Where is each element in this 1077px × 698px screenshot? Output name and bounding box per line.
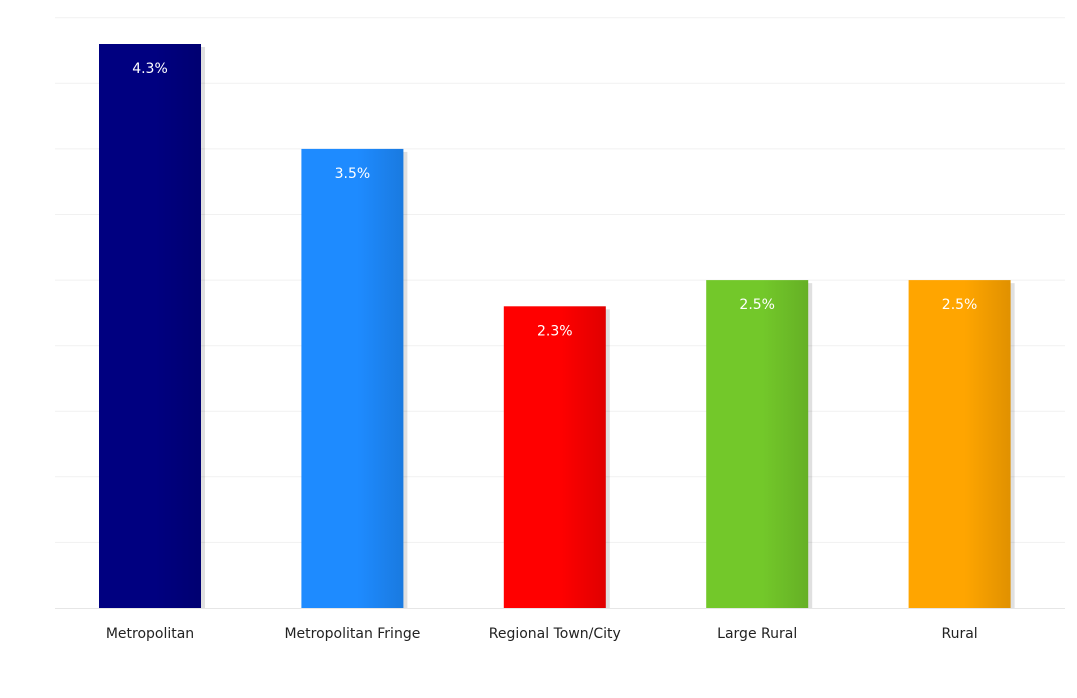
bar-metropolitan-fringe bbox=[301, 148, 404, 608]
value-label-rural: 2.5% bbox=[942, 297, 978, 313]
category-label-metropolitan-fringe: Metropolitan Fringe bbox=[284, 626, 420, 642]
value-label-large-rural: 2.5% bbox=[739, 297, 775, 313]
bars bbox=[99, 44, 1015, 608]
value-label-metropolitan: 4.3% bbox=[132, 61, 168, 77]
category-label-rural: Rural bbox=[941, 626, 977, 642]
category-labels: Metropolitan Metropolitan Fringe Regional … bbox=[106, 626, 978, 642]
bar-regional-town-city bbox=[503, 306, 606, 608]
value-label-metropolitan-fringe: 3.5% bbox=[335, 166, 371, 182]
value-label-regional-town-city: 2.3% bbox=[537, 323, 573, 339]
bar-metropolitan bbox=[99, 44, 201, 608]
category-label-regional-town-city: Regional Town/City bbox=[489, 626, 621, 642]
gridlines bbox=[55, 17, 1065, 609]
bar-large-rural bbox=[706, 280, 809, 608]
category-label-large-rural: Large Rural bbox=[717, 626, 797, 642]
value-labels: 4.3% 3.5% 2.3% 2.5% 2.5% bbox=[132, 61, 977, 339]
category-label-metropolitan: Metropolitan bbox=[106, 626, 194, 642]
bar-rural bbox=[908, 280, 1011, 608]
